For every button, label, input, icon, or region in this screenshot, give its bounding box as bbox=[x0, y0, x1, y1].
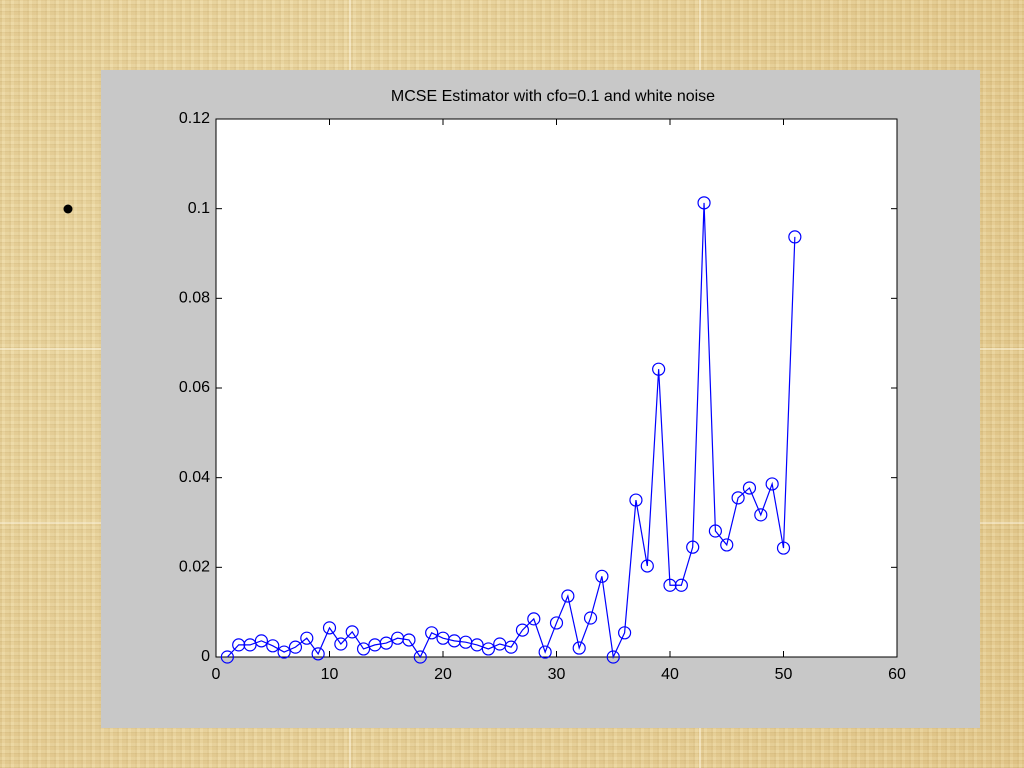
x-tick-label: 40 bbox=[661, 666, 679, 683]
data-point bbox=[266, 639, 280, 653]
data-point bbox=[720, 538, 734, 552]
data-point bbox=[686, 540, 700, 554]
y-tick-label: 0.06 bbox=[179, 379, 210, 396]
data-point bbox=[731, 491, 745, 505]
data-point bbox=[345, 625, 359, 639]
data-point bbox=[663, 578, 677, 592]
data-point bbox=[549, 616, 564, 630]
data-point bbox=[232, 638, 246, 652]
y-tick-label: 0.12 bbox=[179, 110, 210, 127]
x-tick-label: 10 bbox=[321, 666, 339, 683]
y-tick-label: 0.08 bbox=[179, 290, 210, 307]
data-point bbox=[561, 589, 575, 603]
x-tick-label: 0 bbox=[212, 666, 221, 683]
data-point bbox=[697, 196, 711, 210]
data-point bbox=[356, 642, 371, 656]
data-point bbox=[481, 642, 495, 656]
data-point bbox=[515, 623, 530, 637]
data-point bbox=[425, 626, 439, 640]
data-point bbox=[311, 647, 325, 661]
data-point bbox=[413, 650, 427, 664]
data-point bbox=[379, 636, 393, 650]
data-point bbox=[674, 578, 688, 592]
x-tick-label: 30 bbox=[548, 666, 566, 683]
data-point bbox=[629, 493, 643, 507]
data-point bbox=[288, 640, 303, 654]
data-point bbox=[504, 640, 518, 654]
data-point bbox=[300, 631, 314, 645]
data-point bbox=[470, 638, 484, 652]
data-point bbox=[402, 633, 416, 647]
data-point bbox=[583, 611, 598, 625]
data-point bbox=[527, 612, 541, 626]
y-tick-label: 0.1 bbox=[188, 200, 210, 217]
data-point bbox=[572, 641, 586, 655]
plot-area bbox=[215, 118, 898, 658]
data-point bbox=[595, 569, 609, 583]
data-point bbox=[334, 637, 348, 651]
data-point bbox=[640, 559, 654, 573]
data-point bbox=[243, 638, 257, 652]
y-tick-label: 0.04 bbox=[179, 469, 210, 486]
data-point bbox=[277, 645, 291, 659]
data-point bbox=[776, 541, 791, 555]
data-point bbox=[538, 645, 552, 659]
x-tick-label: 60 bbox=[888, 666, 906, 683]
data-point bbox=[742, 481, 757, 495]
data-point bbox=[652, 362, 666, 376]
y-tick-label: 0 bbox=[201, 648, 210, 665]
data-point bbox=[708, 524, 723, 538]
data-point bbox=[617, 626, 632, 640]
data-line bbox=[226, 202, 796, 660]
data-point bbox=[788, 230, 802, 244]
data-point bbox=[322, 621, 337, 635]
data-point bbox=[254, 634, 268, 648]
x-tick-label: 50 bbox=[775, 666, 793, 683]
data-point bbox=[754, 508, 768, 522]
data-point bbox=[606, 650, 620, 664]
bullet bbox=[63, 204, 73, 214]
data-point bbox=[765, 477, 779, 491]
chart-title: MCSE Estimator with cfo=0.1 and white no… bbox=[391, 88, 715, 105]
x-tick-label: 20 bbox=[434, 666, 452, 683]
y-tick-label: 0.02 bbox=[179, 559, 210, 576]
data-point bbox=[220, 650, 234, 664]
